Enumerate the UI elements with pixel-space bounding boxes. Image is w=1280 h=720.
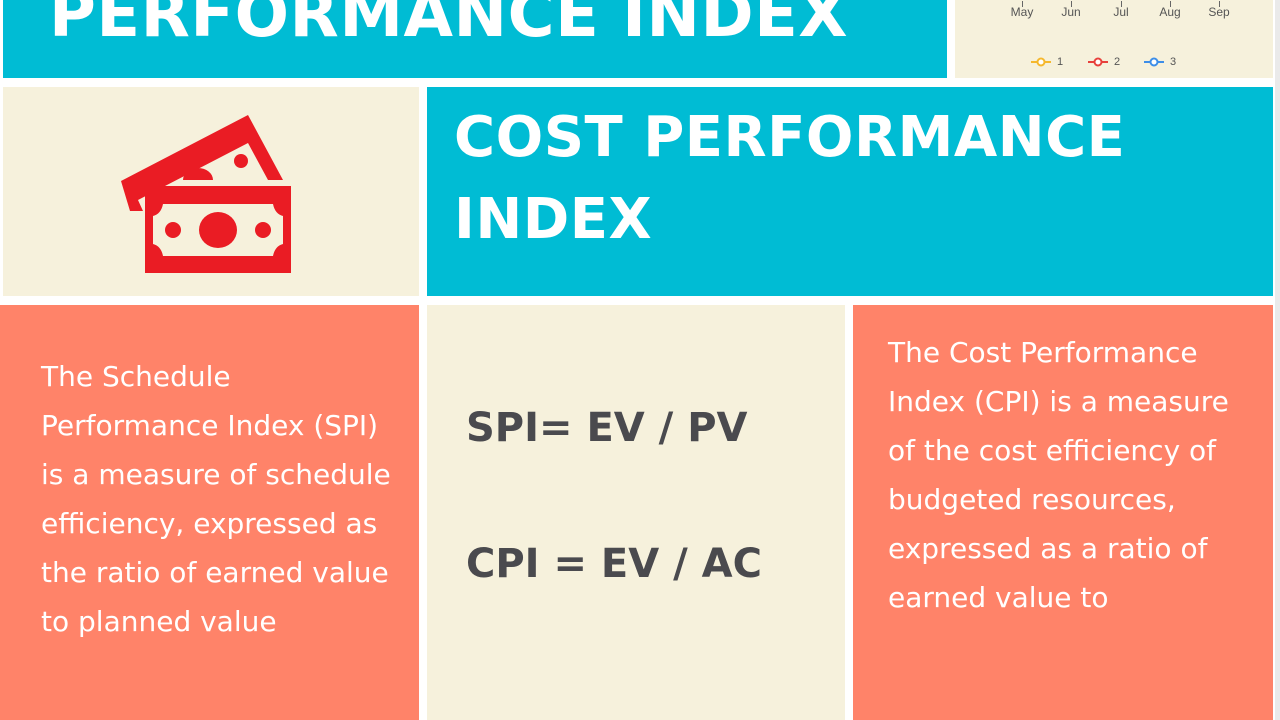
- x-tick-label: Aug: [1159, 5, 1181, 19]
- legend-marker-icon: [1031, 57, 1051, 67]
- legend-marker-icon: [1144, 57, 1164, 67]
- legend-item-3[interactable]: 3: [1144, 56, 1176, 68]
- legend-marker-icon: [1088, 57, 1108, 67]
- header-title: PERFORMANCE INDEX: [49, 0, 849, 52]
- x-tick-label: Jul: [1113, 5, 1129, 19]
- cpi-title-banner: COST PERFORMANCE INDEX: [427, 87, 1273, 296]
- scrollbar[interactable]: [1275, 0, 1280, 720]
- legend-item-2[interactable]: 2: [1088, 56, 1120, 68]
- formula-panel: SPI= EV / PV CPI = EV / AC: [427, 305, 845, 720]
- spi-formula: SPI= EV / PV: [466, 405, 748, 451]
- x-tick-label: Jun: [1061, 5, 1081, 19]
- legend-label: 2: [1114, 56, 1121, 68]
- chart-panel: May Jun Jul Aug Sep 1 2 3: [955, 0, 1273, 78]
- chart-legend: 1 2 3: [955, 56, 1273, 70]
- cpi-description-panel: The Cost Performance Index (CPI) is a me…: [853, 305, 1273, 720]
- header-banner: PERFORMANCE INDEX: [3, 0, 947, 78]
- cpi-title: COST PERFORMANCE INDEX: [454, 105, 1126, 252]
- x-tick-label: Sep: [1208, 5, 1230, 19]
- legend-item-1[interactable]: 1: [1031, 56, 1063, 68]
- spi-description-panel: The Schedule Performance Index (SPI) is …: [0, 305, 419, 720]
- legend-label: 1: [1057, 56, 1064, 68]
- legend-label: 3: [1170, 56, 1177, 68]
- cpi-formula: CPI = EV / AC: [466, 541, 762, 587]
- icon-panel: [3, 87, 419, 296]
- cpi-description: The Cost Performance Index (CPI) is a me…: [888, 336, 1229, 614]
- x-tick-label: May: [1010, 5, 1034, 19]
- money-bills-icon: [121, 115, 291, 273]
- x-axis: May Jun Jul Aug Sep: [955, 1, 1273, 25]
- spi-description: The Schedule Performance Index (SPI) is …: [41, 360, 391, 638]
